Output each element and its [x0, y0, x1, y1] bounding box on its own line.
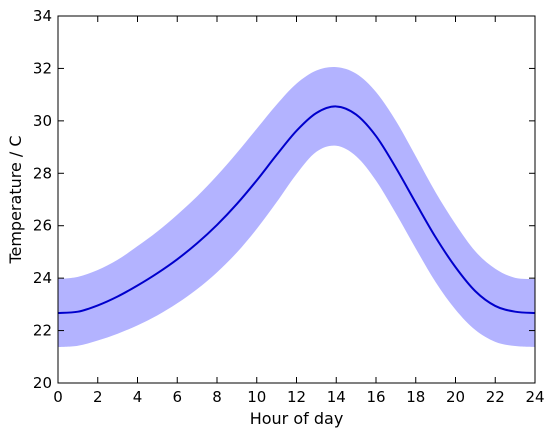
- x-tick-label: 20: [446, 388, 465, 406]
- x-tick-label: 4: [133, 388, 143, 406]
- y-tick-label: 32: [33, 59, 52, 77]
- x-tick-label: 0: [53, 388, 63, 406]
- y-axis-label: Temperature / C: [6, 135, 25, 264]
- y-tick-label: 34: [33, 7, 52, 25]
- y-tick-label: 24: [33, 269, 52, 287]
- y-tick-label: 30: [33, 112, 52, 130]
- mean-line-layer: [57, 105, 536, 315]
- x-tick-label: 16: [366, 388, 385, 406]
- mean-temperature-line: [57, 105, 536, 315]
- x-tick-label: 18: [406, 388, 425, 406]
- x-tick-label: 24: [525, 388, 544, 406]
- x-tick-label: 8: [212, 388, 222, 406]
- confidence-band-layer: [58, 66, 535, 348]
- x-tick-label: 6: [172, 388, 182, 406]
- x-tick-label: 2: [93, 388, 103, 406]
- x-axis-label: Hour of day: [250, 409, 344, 428]
- y-tick-label: 26: [33, 217, 52, 235]
- y-tick-label: 22: [33, 322, 52, 340]
- x-tick-label: 14: [327, 388, 346, 406]
- x-tick-label: 10: [247, 388, 266, 406]
- y-tick-label: 20: [33, 374, 52, 392]
- y-tick-label: 28: [33, 164, 52, 182]
- x-tick-label: 22: [486, 388, 505, 406]
- x-tick-label: 12: [287, 388, 306, 406]
- confidence-band: [58, 66, 535, 348]
